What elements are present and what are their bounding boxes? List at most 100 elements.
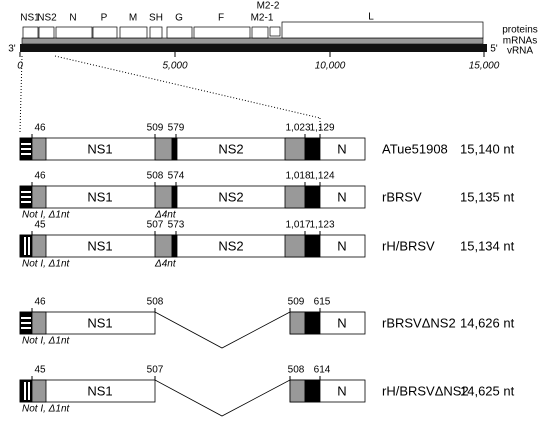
segment <box>289 379 306 403</box>
gene-box <box>119 26 148 39</box>
stripe <box>21 327 31 329</box>
position-label: 614 <box>314 365 331 376</box>
stripe <box>21 143 31 145</box>
track-label: proteins <box>502 25 538 36</box>
segment <box>31 234 47 258</box>
position-label: 1,129 <box>309 123 334 134</box>
gene-box <box>166 26 193 39</box>
position-label: 509 <box>288 297 305 308</box>
position-label: 45 <box>34 220 46 231</box>
position-label: 573 <box>168 220 185 231</box>
position-label: 508 <box>147 297 164 308</box>
position-label: 1,124 <box>309 171 334 182</box>
track-label: vRNA <box>507 46 533 57</box>
position-label: 1,123 <box>309 220 334 231</box>
gene-box <box>269 26 281 37</box>
segment <box>154 137 173 161</box>
position-label: 509 <box>147 123 164 134</box>
segment-label: NS2 <box>218 189 243 204</box>
gene-box <box>149 26 163 39</box>
gene-box <box>281 21 484 39</box>
segment-label: N <box>337 141 346 156</box>
segment <box>304 137 321 161</box>
segment-label: NS1 <box>87 383 112 398</box>
gene-label: M2-2 <box>257 1 280 12</box>
gene-label: G <box>175 13 183 24</box>
zoom-line <box>19 55 23 133</box>
position-label: 1,018 <box>285 171 310 182</box>
segment <box>304 234 321 258</box>
stripe <box>21 196 31 198</box>
construct-name: rBRSV <box>382 189 422 204</box>
gene-box <box>251 26 269 39</box>
gene-label: N <box>69 13 76 24</box>
construct-name: rH/BRSVΔNS2 <box>382 383 469 398</box>
gene-label: P <box>101 13 108 24</box>
segment <box>304 311 321 335</box>
segment-label: N <box>337 383 346 398</box>
segment-label: NS2 <box>218 238 243 253</box>
gene-label: NS2 <box>37 13 57 24</box>
segment <box>31 311 47 335</box>
annotation: Not I, Δ1nt <box>22 210 71 221</box>
track-label: mRNAs <box>503 36 537 47</box>
annotation: Not I, Δ1nt <box>22 404 71 415</box>
stripe <box>21 317 31 319</box>
construct-length: 14,626 nt <box>460 315 515 330</box>
construct-length: 15,140 nt <box>460 141 515 156</box>
stripe <box>21 191 31 193</box>
stripe <box>21 153 31 155</box>
annotation: Δ4nt <box>154 259 177 270</box>
annotation: Not I, Δ1nt <box>22 336 71 347</box>
position-label: 615 <box>314 297 331 308</box>
position-label: 508 <box>147 171 164 182</box>
segment <box>289 311 306 335</box>
end-label: 5' <box>490 44 498 55</box>
mrna-bar <box>21 37 484 45</box>
position-label: 45 <box>34 365 46 376</box>
gene-label: L <box>368 12 374 23</box>
position-label: 46 <box>34 171 46 182</box>
segment-label: NS1 <box>87 189 112 204</box>
construct-length: 14,625 nt <box>460 383 515 398</box>
segment-label: NS2 <box>218 141 243 156</box>
stripe <box>28 237 30 255</box>
zoom-line <box>54 55 321 119</box>
gene-box <box>22 26 39 39</box>
segment-label: NS1 <box>87 141 112 156</box>
segment <box>171 137 178 161</box>
gene-box <box>193 26 251 39</box>
gene-label: NS1 <box>20 13 40 24</box>
construct-length: 15,134 nt <box>460 238 515 253</box>
segment <box>284 234 306 258</box>
segment <box>31 137 47 161</box>
position-label: 579 <box>168 123 185 134</box>
stripe <box>21 322 31 324</box>
stripe <box>28 382 30 400</box>
axis-label: 5,000 <box>162 61 187 72</box>
stripe <box>24 382 26 400</box>
position-label: 508 <box>288 365 305 376</box>
construct-name: ATue51908 <box>382 141 448 156</box>
gene-box <box>38 26 55 39</box>
stripe <box>21 148 31 150</box>
segment-label: N <box>337 238 346 253</box>
position-label: 46 <box>34 297 46 308</box>
gene-label: F <box>218 13 224 24</box>
position-label: 507 <box>147 220 164 231</box>
axis-label: 0 <box>17 61 23 72</box>
end-label: 3' <box>8 44 16 55</box>
segment <box>154 234 173 258</box>
construct-name: rH/BRSV <box>382 238 435 253</box>
segment <box>171 185 178 209</box>
annotation: Not I, Δ1nt <box>22 259 71 270</box>
axis-label: 10,000 <box>315 61 346 72</box>
position-label: 46 <box>34 123 46 134</box>
construct-name: rBRSVΔNS2 <box>382 315 456 330</box>
gene-label: M <box>129 13 137 24</box>
axis-label: 15,000 <box>469 61 500 72</box>
construct-length: 15,135 nt <box>460 189 515 204</box>
annotation: Δ4nt <box>154 210 177 221</box>
segment <box>171 234 178 258</box>
